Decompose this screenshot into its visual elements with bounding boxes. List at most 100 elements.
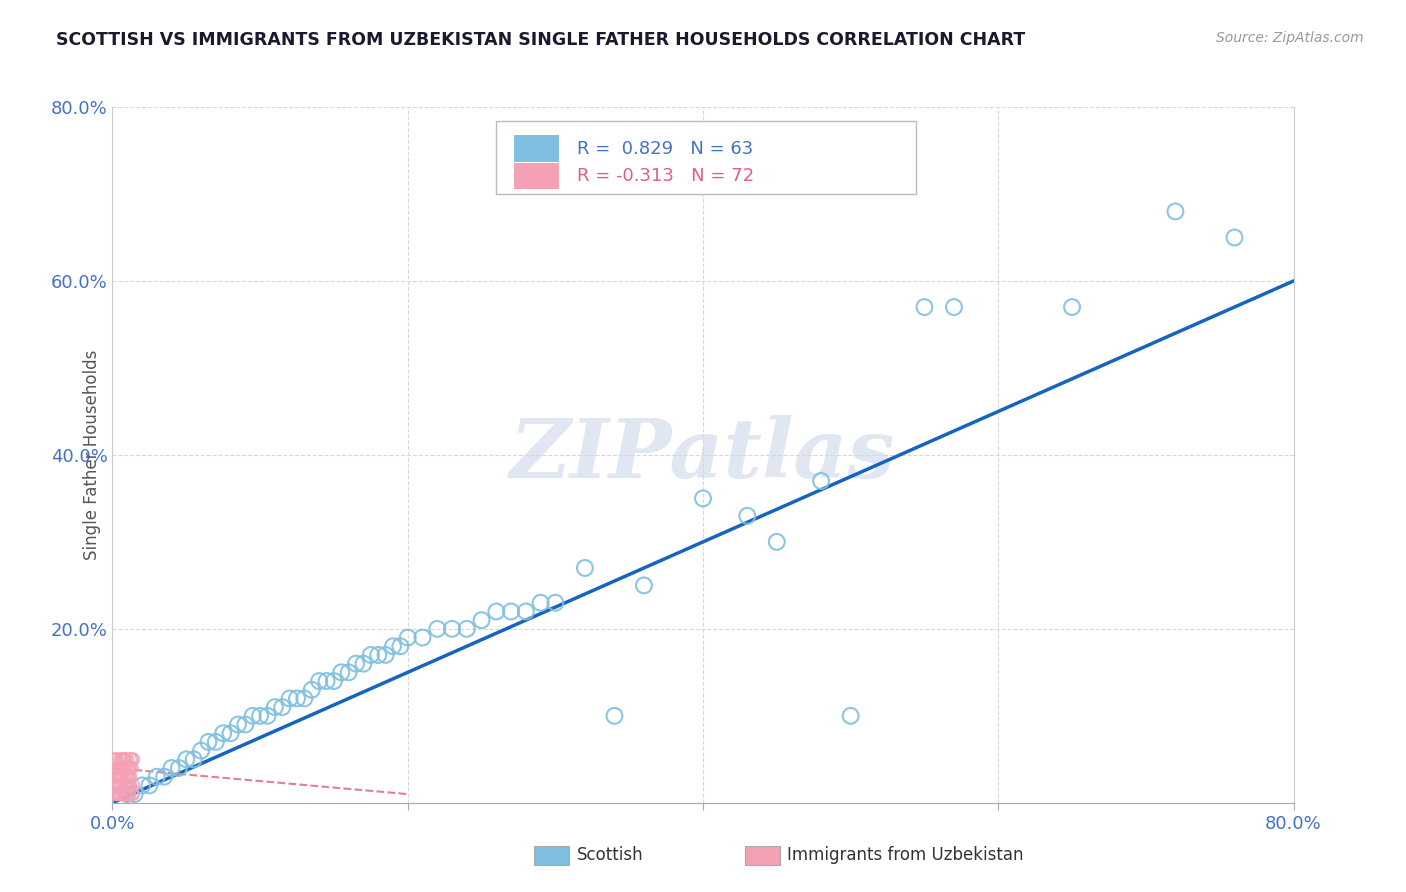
Point xyxy=(104,761,127,775)
Point xyxy=(120,761,142,775)
Point xyxy=(426,622,449,636)
Point xyxy=(121,752,143,766)
Point xyxy=(112,761,135,775)
Point xyxy=(301,682,323,697)
Point xyxy=(233,717,256,731)
Point xyxy=(117,770,138,784)
Point xyxy=(117,752,138,766)
Point xyxy=(374,648,396,662)
Bar xyxy=(515,162,560,189)
Point xyxy=(111,752,134,766)
Point xyxy=(190,744,212,758)
Point xyxy=(114,778,136,792)
Point xyxy=(104,770,127,784)
Text: Immigrants from Uzbekistan: Immigrants from Uzbekistan xyxy=(787,847,1024,864)
Point xyxy=(360,648,382,662)
Point xyxy=(108,770,131,784)
Point xyxy=(117,787,138,801)
Point xyxy=(737,508,759,523)
Point xyxy=(124,787,146,801)
Point xyxy=(1164,204,1187,219)
Point xyxy=(103,752,125,766)
Point xyxy=(110,778,132,792)
Point xyxy=(153,770,176,784)
Point xyxy=(105,778,128,792)
Point xyxy=(544,596,567,610)
Point xyxy=(110,761,132,775)
Point xyxy=(108,787,131,801)
Point xyxy=(914,300,936,314)
Point xyxy=(183,752,205,766)
Point xyxy=(122,752,145,766)
Point xyxy=(108,770,131,784)
Point xyxy=(107,778,129,792)
Point xyxy=(111,761,134,775)
Point xyxy=(160,761,183,775)
FancyBboxPatch shape xyxy=(496,121,915,194)
Point xyxy=(108,778,131,792)
Point xyxy=(112,778,135,792)
Point xyxy=(1062,300,1084,314)
Point xyxy=(108,752,131,766)
Point xyxy=(197,735,219,749)
Point xyxy=(112,752,135,766)
Point xyxy=(110,770,132,784)
Point xyxy=(105,752,128,766)
Point xyxy=(278,691,301,706)
Point xyxy=(118,761,141,775)
Point xyxy=(105,770,128,784)
Point xyxy=(389,639,412,653)
Point xyxy=(367,648,389,662)
Point xyxy=(256,708,278,723)
Point xyxy=(167,761,190,775)
Point xyxy=(603,708,626,723)
Point xyxy=(112,770,135,784)
Point xyxy=(120,752,142,766)
Point xyxy=(110,770,132,784)
Point xyxy=(114,761,136,775)
Point xyxy=(692,491,714,506)
Point xyxy=(271,700,294,714)
Point xyxy=(117,778,138,792)
Bar xyxy=(515,136,560,162)
Point xyxy=(485,605,508,619)
Point xyxy=(242,708,264,723)
Point xyxy=(111,787,134,801)
Point xyxy=(138,778,160,792)
Point xyxy=(110,787,132,801)
Text: ZIPatlas: ZIPatlas xyxy=(510,415,896,495)
Text: Scottish: Scottish xyxy=(576,847,643,864)
Point xyxy=(111,778,134,792)
Point xyxy=(107,787,129,801)
Point xyxy=(470,613,494,627)
Point xyxy=(118,761,141,775)
Point xyxy=(108,761,131,775)
Point xyxy=(942,300,965,314)
Point xyxy=(117,761,138,775)
Point xyxy=(633,578,655,592)
Point xyxy=(114,770,136,784)
Point xyxy=(117,778,138,792)
Point xyxy=(118,778,141,792)
Point xyxy=(122,778,145,792)
Text: R = -0.313   N = 72: R = -0.313 N = 72 xyxy=(576,167,754,185)
Point xyxy=(121,761,143,775)
Point xyxy=(219,726,242,740)
Point xyxy=(1223,230,1246,244)
Point xyxy=(105,787,128,801)
Point xyxy=(352,657,374,671)
Point xyxy=(285,691,308,706)
Point xyxy=(382,639,405,653)
Point xyxy=(212,726,235,740)
Point xyxy=(107,770,129,784)
Point xyxy=(118,770,141,784)
Point xyxy=(114,787,136,801)
Point xyxy=(112,787,135,801)
Text: SCOTTISH VS IMMIGRANTS FROM UZBEKISTAN SINGLE FATHER HOUSEHOLDS CORRELATION CHAR: SCOTTISH VS IMMIGRANTS FROM UZBEKISTAN S… xyxy=(56,31,1025,49)
Point xyxy=(114,778,136,792)
Point xyxy=(110,761,132,775)
Point xyxy=(108,791,131,805)
Point xyxy=(146,770,169,784)
Point xyxy=(411,631,433,645)
Point xyxy=(121,787,143,801)
